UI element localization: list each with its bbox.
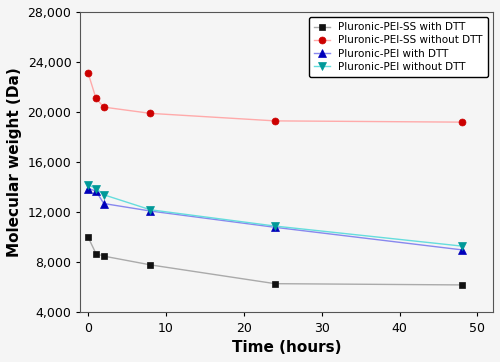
Pluronic-PEI-SS with DTT: [101, 254, 107, 258]
Pluronic-PEI-SS without DTT: [148, 111, 154, 115]
Pluronic-PEI without DTT: [272, 224, 278, 228]
Pluronic-PEI with DTT: [148, 209, 154, 213]
Pluronic-PEI-SS without DTT: [93, 96, 99, 101]
Pluronic-PEI-SS with DTT: [93, 252, 99, 256]
Pluronic-PEI-SS without DTT: [101, 105, 107, 109]
Pluronic-PEI without DTT: [148, 208, 154, 212]
Pluronic-PEI-SS with DTT: [85, 235, 91, 240]
Line: Pluronic-PEI without DTT: Pluronic-PEI without DTT: [84, 181, 466, 250]
Line: Pluronic-PEI with DTT: Pluronic-PEI with DTT: [84, 184, 466, 254]
Legend: Pluronic-PEI-SS with DTT, Pluronic-PEI-SS without DTT, Pluronic-PEI with DTT, Pl: Pluronic-PEI-SS with DTT, Pluronic-PEI-S…: [309, 17, 488, 77]
Pluronic-PEI-SS without DTT: [272, 119, 278, 123]
Pluronic-PEI-SS without DTT: [459, 120, 465, 124]
Pluronic-PEI with DTT: [101, 201, 107, 206]
Pluronic-PEI with DTT: [85, 186, 91, 191]
Line: Pluronic-PEI-SS without DTT: Pluronic-PEI-SS without DTT: [84, 70, 466, 126]
X-axis label: Time (hours): Time (hours): [232, 340, 342, 355]
Y-axis label: Molecular weight (Da): Molecular weight (Da): [7, 67, 22, 257]
Pluronic-PEI without DTT: [101, 193, 107, 197]
Pluronic-PEI-SS without DTT: [85, 71, 91, 75]
Pluronic-PEI-SS with DTT: [148, 263, 154, 267]
Pluronic-PEI with DTT: [272, 225, 278, 230]
Pluronic-PEI-SS with DTT: [272, 282, 278, 286]
Pluronic-PEI without DTT: [93, 186, 99, 191]
Line: Pluronic-PEI-SS with DTT: Pluronic-PEI-SS with DTT: [84, 234, 466, 289]
Pluronic-PEI without DTT: [85, 182, 91, 187]
Pluronic-PEI with DTT: [459, 248, 465, 252]
Pluronic-PEI with DTT: [93, 189, 99, 193]
Pluronic-PEI-SS with DTT: [459, 283, 465, 287]
Pluronic-PEI without DTT: [459, 244, 465, 248]
